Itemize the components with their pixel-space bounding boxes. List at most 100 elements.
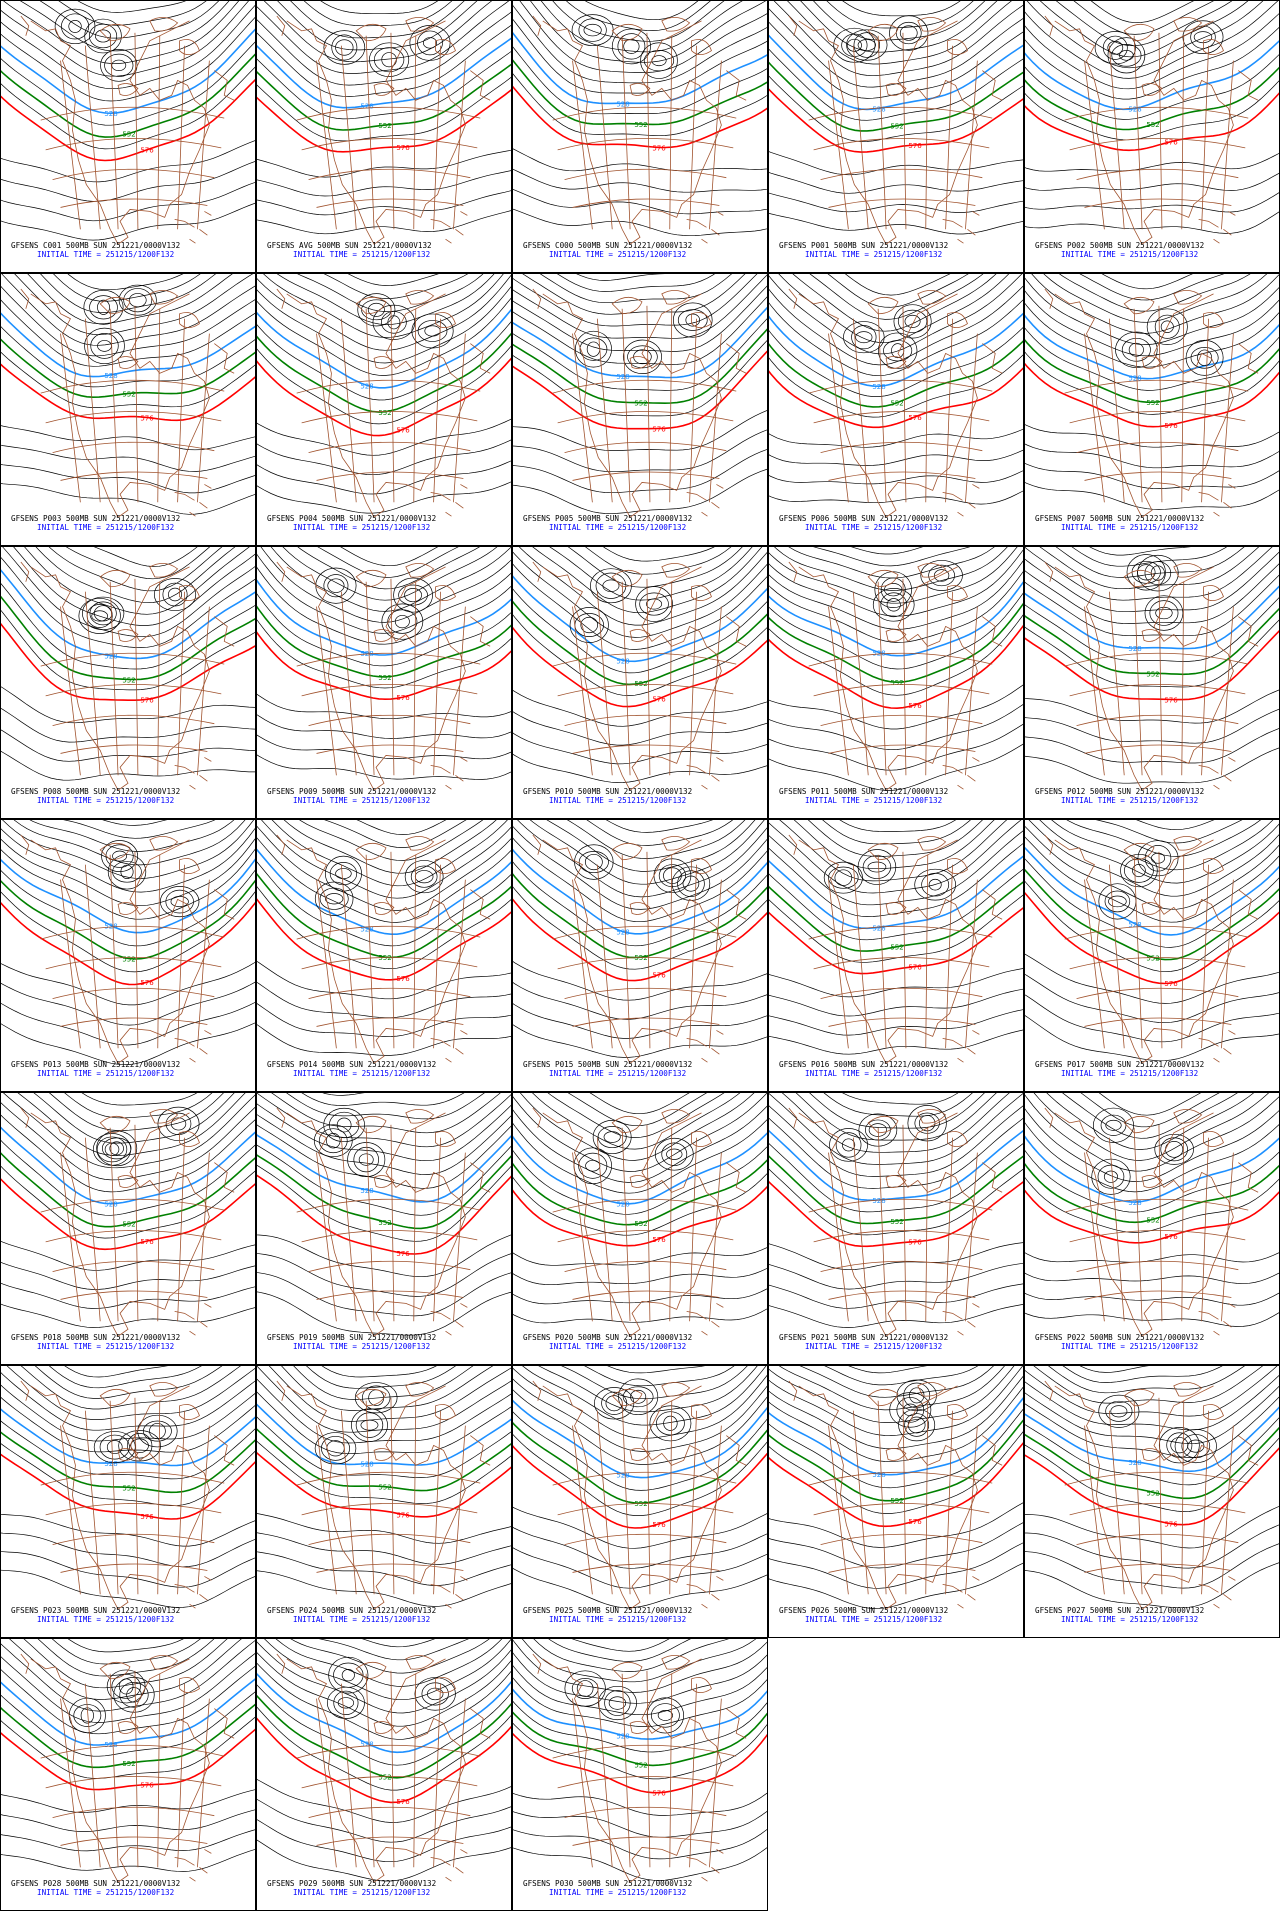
contour — [257, 1452, 511, 1518]
contour — [769, 723, 1023, 771]
contour-label: 552 — [378, 954, 391, 962]
contour — [257, 1124, 511, 1189]
map: 528 552 576 GFSENS P013 500MB SUN 251221/00… — [1, 820, 255, 1078]
contour — [809, 1093, 985, 1129]
contour — [513, 551, 767, 638]
contour-label: 552 — [1146, 1489, 1159, 1497]
contour-label: 576 — [908, 414, 922, 422]
low-contour — [1105, 1400, 1133, 1422]
panel-title: GFSENS P012 500MB SUN 251221/0000V132 — [1035, 787, 1204, 796]
low-contour — [335, 868, 352, 880]
contour — [513, 1308, 767, 1324]
low-contour — [898, 1408, 936, 1442]
contour — [257, 1428, 511, 1492]
geography — [789, 562, 1002, 790]
contour — [513, 1268, 767, 1286]
low-contour — [99, 1434, 130, 1460]
contour-label: 528 — [360, 1740, 373, 1748]
contour — [607, 1366, 706, 1374]
contour-label: 528 — [104, 372, 117, 380]
low-contour — [170, 1117, 187, 1131]
contour — [513, 848, 767, 935]
contour — [584, 1366, 735, 1387]
low-contour — [586, 341, 601, 357]
low-contour — [335, 39, 354, 56]
low-contour — [1160, 320, 1174, 333]
contour — [257, 332, 511, 413]
contour — [513, 1847, 767, 1881]
contour — [823, 1093, 973, 1117]
map: 528 552 576 GFSENS P008 500MB SUN 251221/00… — [1, 547, 255, 805]
low-contour — [422, 37, 437, 49]
contour-label: 552 — [122, 1484, 135, 1492]
low-contour — [323, 1107, 365, 1143]
contour — [1025, 362, 1279, 428]
contour — [1046, 1093, 1255, 1150]
initial-time: INITIAL TIME = 251215/1200F132 — [549, 1069, 686, 1078]
contour — [513, 1367, 767, 1439]
low-contour — [590, 568, 632, 604]
contour — [323, 274, 469, 299]
contour — [1, 483, 255, 515]
contour — [257, 1779, 511, 1823]
low-contour — [909, 1387, 925, 1404]
low-contour — [603, 1131, 621, 1143]
low-contour — [97, 340, 112, 352]
contour — [81, 1093, 198, 1106]
contour — [1, 274, 255, 346]
contour — [263, 1, 493, 63]
contour — [513, 626, 767, 708]
contour-label: 528 — [616, 1201, 629, 1209]
contour — [1062, 1093, 1238, 1139]
contour — [561, 1366, 748, 1400]
initial-time: INITIAL TIME = 251215/1200F132 — [1061, 1615, 1198, 1624]
initial-time: INITIAL TIME = 251215/1200F132 — [37, 250, 174, 259]
contour-label: 576 — [652, 1236, 666, 1244]
low-contour — [904, 1413, 930, 1437]
contour — [1, 1102, 255, 1181]
low-contour — [571, 14, 614, 46]
contour — [769, 1408, 1023, 1489]
map: 528 552 576 GFSENS P003 500MB SUN 251221/00… — [1, 274, 255, 532]
low-contour — [677, 309, 708, 331]
contour-label: 528 — [104, 1201, 117, 1209]
contour — [257, 619, 511, 689]
contour — [1, 569, 255, 660]
low-contour — [1126, 554, 1166, 591]
initial-time: INITIAL TIME = 251215/1200F132 — [293, 1342, 430, 1351]
low-contour — [649, 1405, 692, 1442]
low-contour — [918, 1115, 936, 1132]
contour — [290, 1639, 490, 1674]
low-contour — [851, 325, 877, 350]
contour-label: 528 — [872, 1471, 885, 1479]
contour — [286, 1093, 485, 1120]
contour — [257, 1103, 511, 1162]
geography — [1045, 16, 1258, 244]
contour — [1, 1303, 255, 1328]
low-contour — [857, 849, 897, 885]
low-contour — [326, 1133, 341, 1149]
contour — [513, 1434, 767, 1516]
contour — [513, 1003, 767, 1039]
low-contour — [61, 13, 90, 40]
contour — [1025, 66, 1279, 131]
panel-title: GFSENS C000 500MB SUN 251221/0000V132 — [523, 241, 692, 250]
contour — [513, 1527, 767, 1569]
contour — [513, 306, 767, 379]
contour-label: 552 — [634, 954, 647, 962]
low-contour — [889, 15, 929, 51]
contour — [1025, 846, 1279, 936]
contour — [513, 982, 767, 1020]
forecast-panel: 528 552 576 GFSENS P011 500MB SUN 251221/00… — [768, 546, 1024, 819]
low-contour — [1094, 31, 1136, 65]
contour-label: 528 — [1128, 645, 1141, 653]
contour — [769, 1155, 1023, 1225]
low-contour — [579, 337, 608, 361]
contour — [513, 1093, 767, 1172]
contour-label: 552 — [634, 680, 647, 688]
panel-title: GFSENS P027 500MB SUN 251221/0000V132 — [1035, 1606, 1204, 1615]
contour — [769, 490, 1023, 505]
contour — [795, 1093, 997, 1141]
initial-time: INITIAL TIME = 251215/1200F132 — [37, 1342, 174, 1351]
